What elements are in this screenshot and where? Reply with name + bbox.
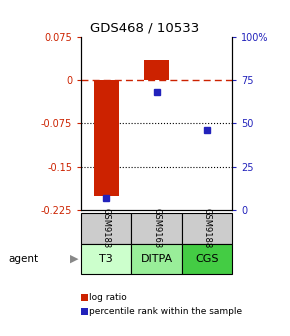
Text: log ratio: log ratio — [89, 293, 127, 302]
Text: GSM9188: GSM9188 — [202, 208, 211, 249]
Text: GSM9163: GSM9163 — [152, 208, 161, 249]
Text: percentile rank within the sample: percentile rank within the sample — [89, 307, 242, 316]
Text: DITPA: DITPA — [141, 254, 173, 264]
Bar — [182, 213, 232, 244]
Text: CGS: CGS — [195, 254, 219, 264]
Text: T3: T3 — [99, 254, 113, 264]
Text: GDS468 / 10533: GDS468 / 10533 — [90, 22, 200, 35]
Text: GSM9183: GSM9183 — [102, 208, 111, 249]
Bar — [131, 244, 182, 274]
Text: ▶: ▶ — [70, 254, 78, 264]
Bar — [94, 80, 119, 196]
Bar — [182, 244, 232, 274]
Text: agent: agent — [9, 254, 39, 264]
Bar — [144, 60, 169, 80]
Bar — [131, 213, 182, 244]
Bar — [81, 244, 131, 274]
Bar — [81, 213, 131, 244]
